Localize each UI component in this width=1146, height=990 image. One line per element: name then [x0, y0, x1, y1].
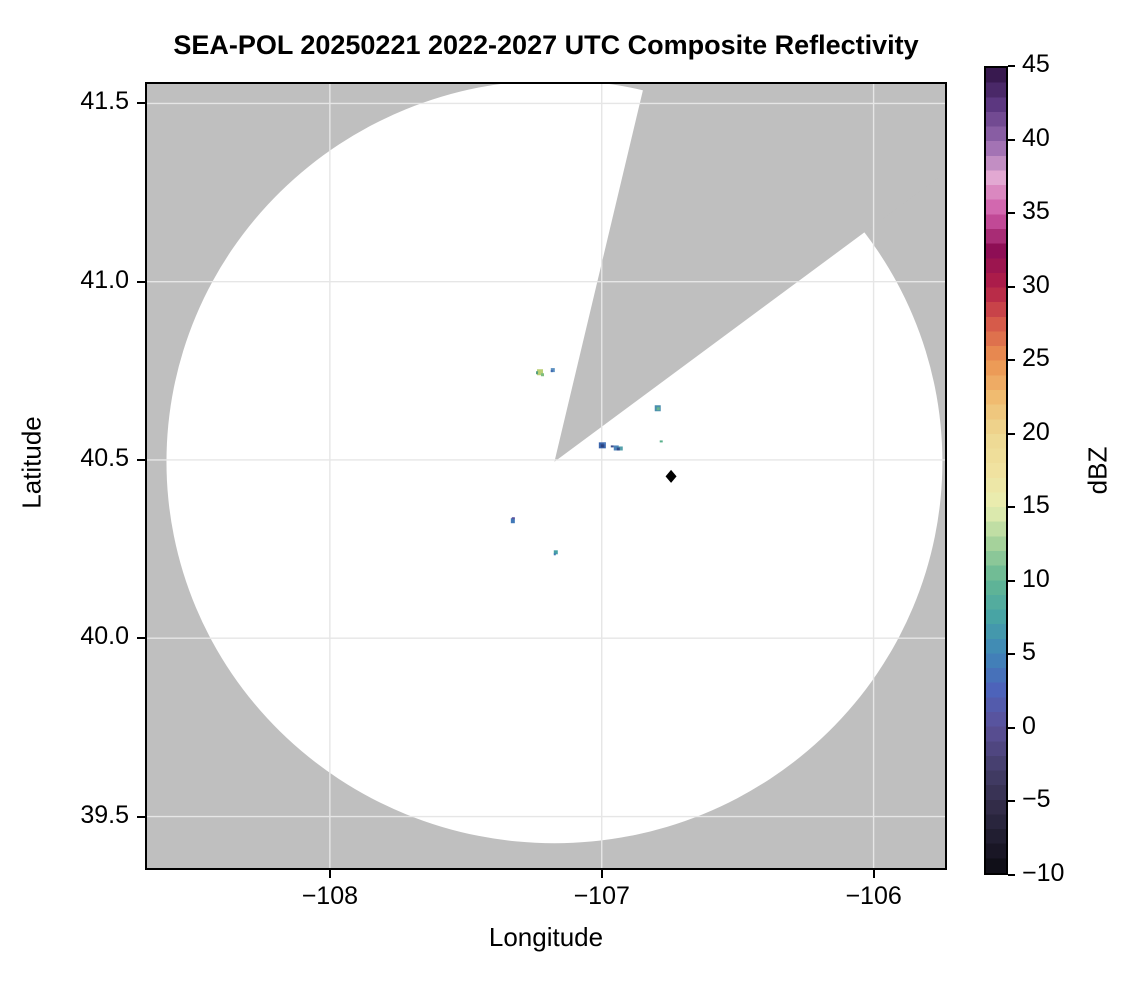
blocked-sector-wedge — [554, 82, 947, 462]
chart-title: SEA-POL 20250221 2022-2027 UTC Composite… — [173, 30, 919, 60]
colorbar-tick-label: 0 — [1022, 711, 1036, 740]
reflectivity-echo — [659, 440, 663, 443]
reflectivity-echo — [603, 442, 606, 445]
y-tick-mark — [137, 637, 145, 640]
x-tick-label: −107 — [573, 882, 630, 910]
colorbar-tick-label: 25 — [1022, 344, 1050, 373]
reflectivity-echo — [656, 407, 660, 411]
y-tick-label: 41.5 — [80, 87, 129, 116]
reflectivity-echo — [617, 446, 623, 451]
x-tick-mark — [328, 870, 331, 878]
colorbar-tick-mark — [1008, 874, 1015, 876]
colorbar-tick-label: 15 — [1022, 491, 1050, 520]
reflectivity-echo — [616, 447, 620, 451]
x-tick-label: −106 — [845, 882, 902, 910]
colorbar-tick-label: 40 — [1022, 123, 1050, 152]
colorbar-tick-label: 45 — [1022, 50, 1050, 78]
colorbar-tick-mark — [1008, 285, 1015, 288]
y-tick-label: 40.5 — [80, 443, 129, 472]
reflectivity-echo — [510, 518, 515, 524]
reflectivity-echo — [537, 369, 544, 376]
y-tick-label: 39.5 — [80, 800, 129, 829]
colorbar-tick-label: 5 — [1022, 638, 1036, 667]
y-tick-mark — [137, 458, 145, 461]
reflectivity-echo — [613, 445, 619, 451]
x-axis-label: Longitude — [488, 922, 604, 952]
site-marker-diamond — [665, 469, 677, 483]
radar-ppi-plot — [145, 82, 947, 870]
colorbar-label: dBZ — [1082, 446, 1113, 495]
y-tick-label: 40.0 — [80, 622, 129, 651]
colorbar-tick-mark — [1008, 726, 1015, 729]
reflectivity-echo — [610, 445, 614, 448]
colorbar-tick-label: 30 — [1022, 270, 1050, 299]
colorbar — [984, 66, 1008, 875]
y-axis-label: Latitude — [16, 416, 47, 509]
colorbar-tick-mark — [1008, 506, 1015, 509]
reflectivity-echo — [536, 371, 539, 375]
reflectivity-echo — [541, 373, 545, 377]
colorbar-tick-label: −10 — [1022, 859, 1065, 887]
reflectivity-echo — [600, 444, 604, 448]
reflectivity-echo — [550, 370, 553, 373]
x-tick-label: −108 — [301, 882, 359, 910]
colorbar-tick-mark — [1008, 65, 1015, 67]
x-tick-mark — [600, 870, 603, 878]
y-tick-mark — [137, 102, 145, 105]
y-tick-label: 41.0 — [80, 265, 129, 294]
colorbar-tick-mark — [1008, 653, 1015, 656]
colorbar-tick-label: 20 — [1022, 417, 1050, 446]
colorbar-tick-mark — [1008, 432, 1015, 435]
y-tick-mark — [137, 815, 145, 818]
colorbar-tick-mark — [1008, 800, 1015, 803]
colorbar-tick-mark — [1008, 138, 1015, 141]
reflectivity-echo — [553, 550, 558, 555]
colorbar-tick-label: −5 — [1022, 785, 1051, 814]
y-tick-mark — [137, 280, 145, 283]
colorbar-tick-mark — [1008, 212, 1015, 215]
colorbar-tick-label: 35 — [1022, 197, 1050, 226]
colorbar-tick-mark — [1008, 579, 1015, 582]
axes-frame — [145, 82, 947, 870]
reflectivity-echo — [550, 368, 555, 373]
colorbar-tick-mark — [1008, 359, 1015, 362]
x-tick-mark — [872, 870, 875, 878]
colorbar-tick-label: 10 — [1022, 564, 1050, 593]
reflectivity-echo — [553, 553, 556, 556]
reflectivity-echo — [511, 517, 515, 520]
